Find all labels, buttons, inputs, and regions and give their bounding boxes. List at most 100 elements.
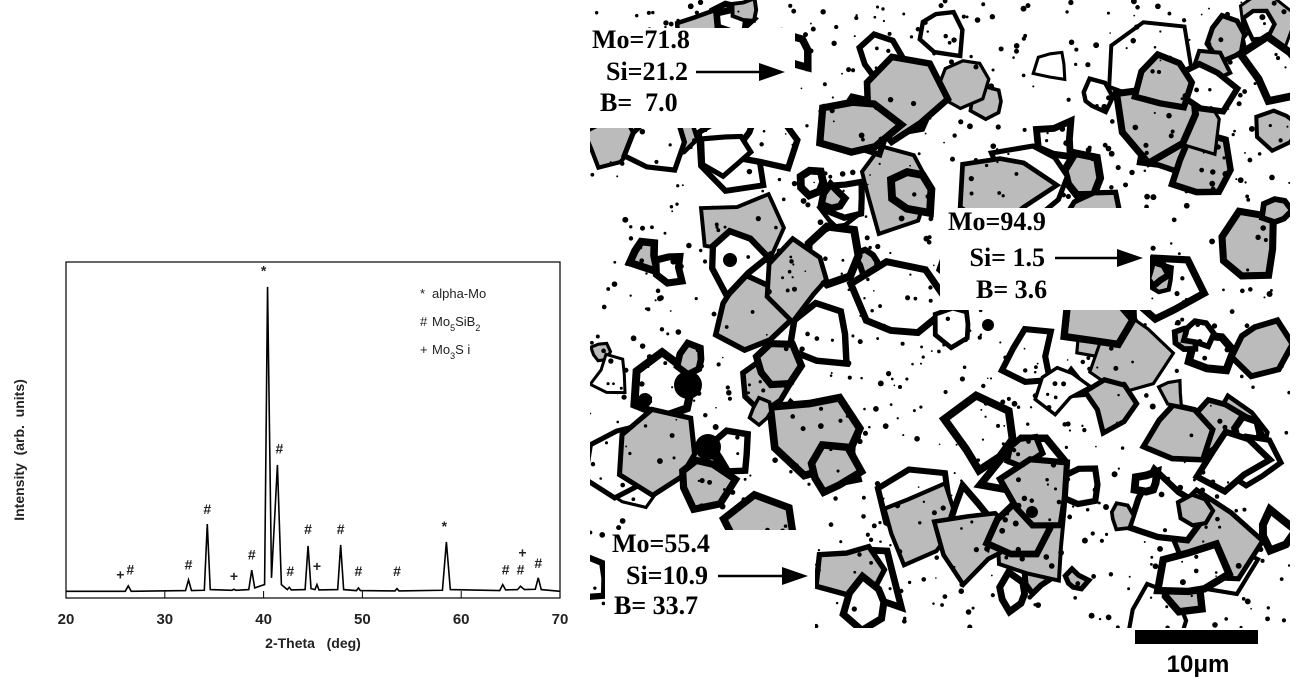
speck bbox=[593, 586, 597, 590]
speck bbox=[1266, 606, 1270, 610]
speck bbox=[995, 124, 1001, 130]
speck bbox=[639, 258, 645, 264]
scale-label: 10μm bbox=[1167, 651, 1230, 678]
speck bbox=[1095, 445, 1097, 448]
speck bbox=[772, 457, 778, 463]
speck bbox=[1181, 560, 1184, 563]
speck bbox=[1066, 97, 1071, 102]
speck bbox=[888, 587, 892, 591]
grain bbox=[1130, 465, 1162, 496]
speck bbox=[868, 245, 872, 250]
speck bbox=[919, 405, 923, 409]
speck bbox=[841, 72, 844, 75]
speck bbox=[887, 31, 892, 36]
speck bbox=[1087, 145, 1092, 150]
speck bbox=[1287, 564, 1290, 567]
speck bbox=[762, 129, 766, 133]
speck bbox=[953, 565, 956, 568]
speck bbox=[1020, 328, 1025, 333]
speck bbox=[1171, 217, 1177, 223]
speck bbox=[1184, 189, 1189, 194]
speck bbox=[981, 383, 986, 389]
speck bbox=[1009, 412, 1012, 415]
speck bbox=[1214, 494, 1220, 499]
speck bbox=[961, 14, 966, 19]
speck bbox=[606, 382, 610, 386]
speck bbox=[955, 443, 958, 446]
speck bbox=[960, 479, 963, 482]
speck bbox=[741, 497, 746, 502]
composition-text: Mo=55.4 bbox=[612, 529, 710, 558]
speck bbox=[996, 148, 999, 151]
speck bbox=[977, 335, 982, 340]
speck bbox=[817, 219, 824, 226]
speck bbox=[1253, 82, 1257, 86]
speck bbox=[639, 246, 643, 250]
speck bbox=[735, 435, 740, 440]
speck bbox=[791, 286, 797, 292]
speck bbox=[839, 591, 843, 596]
arrow-head bbox=[759, 63, 785, 81]
speck bbox=[875, 243, 881, 250]
speck bbox=[601, 304, 607, 310]
speck bbox=[1085, 508, 1090, 512]
speck bbox=[789, 255, 793, 259]
speck bbox=[857, 552, 862, 557]
speck bbox=[831, 96, 834, 99]
speck bbox=[702, 259, 708, 264]
speck bbox=[590, 530, 593, 535]
speck bbox=[774, 225, 778, 230]
speck bbox=[1239, 625, 1243, 628]
speck bbox=[669, 205, 674, 209]
speck bbox=[712, 424, 719, 430]
speck bbox=[1227, 108, 1230, 110]
speck bbox=[990, 143, 997, 149]
particle bbox=[638, 393, 652, 407]
speck bbox=[874, 66, 878, 70]
speck bbox=[943, 390, 948, 395]
plot-frame bbox=[65, 261, 561, 599]
speck bbox=[1268, 123, 1272, 128]
speck bbox=[889, 544, 892, 547]
grain bbox=[652, 252, 687, 287]
speck bbox=[909, 35, 914, 39]
speck bbox=[873, 15, 877, 19]
speck bbox=[829, 108, 835, 114]
speck bbox=[646, 354, 653, 360]
speck bbox=[963, 337, 968, 343]
speck bbox=[1248, 126, 1255, 132]
legend-text: Mo bbox=[432, 314, 450, 329]
speck bbox=[1183, 461, 1186, 464]
speck bbox=[1246, 197, 1251, 202]
speck bbox=[1180, 317, 1185, 322]
speck bbox=[663, 231, 667, 235]
speck bbox=[810, 26, 816, 32]
speck bbox=[857, 438, 863, 445]
speck bbox=[669, 433, 675, 438]
speck bbox=[1218, 37, 1224, 43]
speck bbox=[813, 181, 815, 184]
grain bbox=[616, 406, 698, 499]
speck bbox=[817, 423, 824, 429]
speck bbox=[1025, 379, 1030, 384]
speck bbox=[1013, 43, 1020, 49]
speck bbox=[945, 316, 951, 322]
speck bbox=[1000, 399, 1006, 405]
speck bbox=[608, 358, 614, 364]
speck bbox=[1212, 622, 1218, 628]
speck bbox=[976, 458, 981, 462]
speck bbox=[998, 46, 1004, 52]
speck bbox=[894, 586, 896, 589]
speck bbox=[866, 277, 870, 282]
speck bbox=[902, 12, 906, 16]
grain bbox=[1258, 503, 1290, 556]
speck bbox=[1159, 30, 1162, 33]
composition-text: B= 33.7 bbox=[614, 591, 698, 620]
grain bbox=[886, 168, 936, 218]
speck bbox=[830, 338, 834, 342]
speck bbox=[1066, 359, 1069, 361]
speck bbox=[625, 445, 628, 448]
speck bbox=[979, 333, 983, 337]
speck bbox=[1021, 36, 1026, 41]
peak-marker: + bbox=[116, 567, 124, 583]
